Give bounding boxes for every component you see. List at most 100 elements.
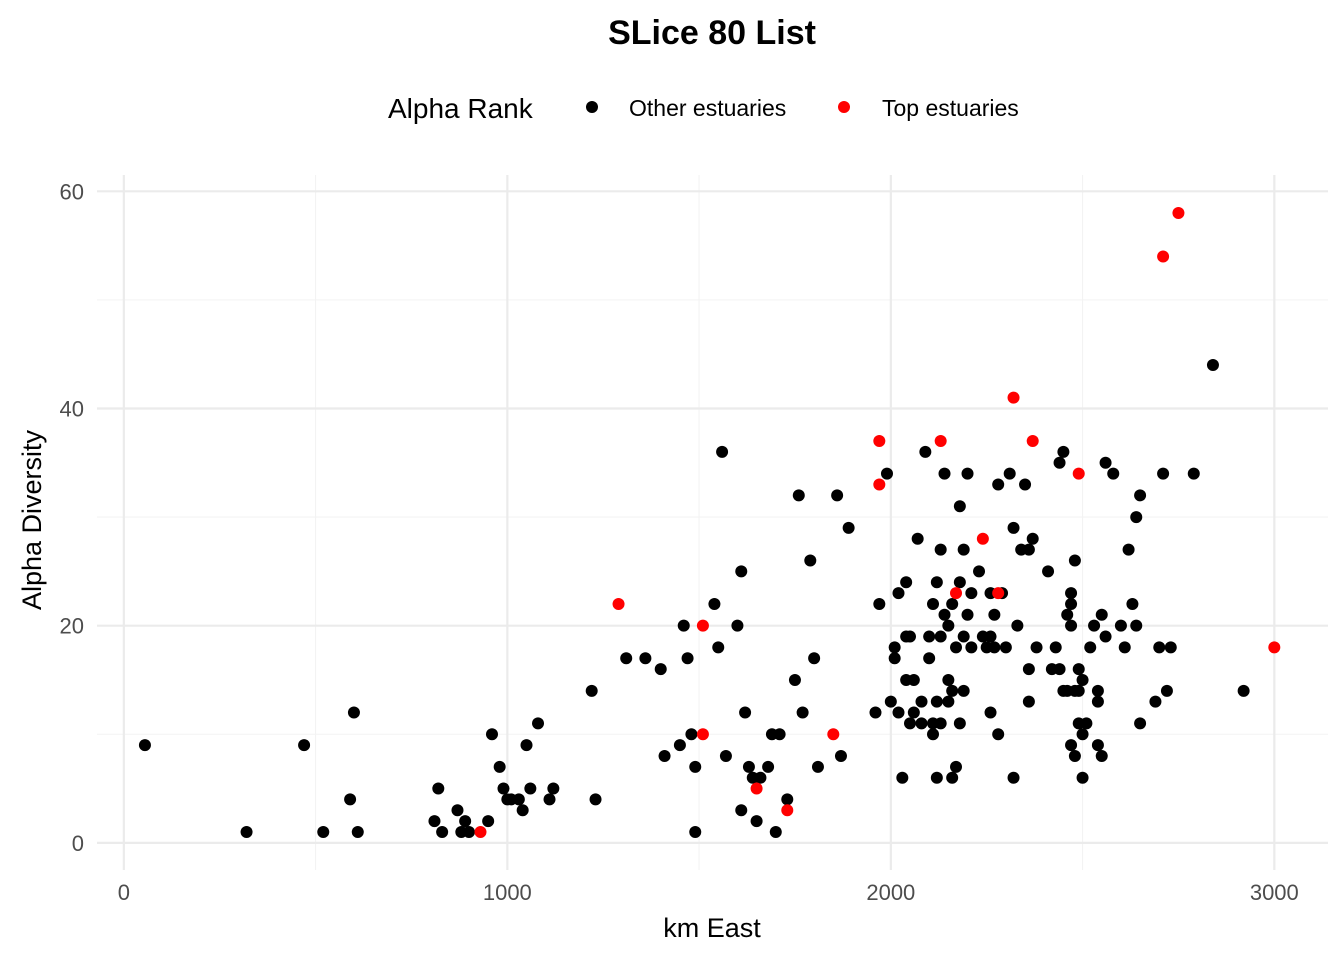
x-axis-ticks: 0 1000 2000 3000 <box>118 880 1299 905</box>
data-point <box>681 652 694 665</box>
data-point <box>915 695 928 708</box>
legend: Alpha Rank Other estuaries Top estuaries <box>388 93 1019 124</box>
data-point <box>1099 630 1112 643</box>
data-point <box>953 500 966 513</box>
data-point <box>880 467 893 480</box>
data-point <box>432 782 445 795</box>
data-point <box>658 749 671 762</box>
data-point <box>654 663 667 676</box>
data-point <box>950 641 963 654</box>
data-point <box>716 445 729 458</box>
data-point <box>927 597 940 610</box>
data-point <box>1026 435 1039 448</box>
data-point <box>946 597 959 610</box>
data-point <box>984 630 997 643</box>
data-point <box>919 445 932 458</box>
data-point <box>1172 207 1185 220</box>
data-point <box>493 760 506 773</box>
series-other-estuaries <box>138 359 1250 838</box>
data-point <box>696 728 709 741</box>
data-point <box>938 608 951 621</box>
data-point <box>1134 489 1147 502</box>
data-point <box>1076 673 1089 686</box>
data-point <box>907 706 920 719</box>
legend-title: Alpha Rank <box>388 93 534 124</box>
y-axis-title: Alpha Diversity <box>17 429 47 610</box>
data-point <box>892 587 905 600</box>
data-point <box>474 825 487 838</box>
data-point <box>1072 467 1085 480</box>
data-point <box>1157 467 1170 480</box>
data-point <box>1118 641 1131 654</box>
data-point <box>547 782 560 795</box>
data-point <box>1095 749 1108 762</box>
data-point <box>957 543 970 556</box>
data-point <box>436 825 449 838</box>
data-point <box>1061 608 1074 621</box>
data-point <box>520 739 533 752</box>
data-point <box>1088 619 1101 632</box>
x-tick-label: 2000 <box>866 880 915 905</box>
data-point <box>696 619 709 632</box>
data-point <box>712 641 725 654</box>
data-point <box>781 804 794 817</box>
data-point <box>804 554 817 567</box>
data-point <box>1130 511 1143 524</box>
data-point <box>524 782 537 795</box>
data-point <box>888 641 901 654</box>
data-point <box>298 739 311 752</box>
data-point <box>685 728 698 741</box>
series-top-estuaries <box>474 207 1281 838</box>
data-point <box>1065 739 1078 752</box>
data-point <box>942 695 955 708</box>
data-point <box>1065 587 1078 600</box>
data-point <box>1076 771 1089 784</box>
data-point <box>973 565 986 578</box>
chart-title: SLice 80 List <box>608 14 816 52</box>
data-point <box>1057 445 1070 458</box>
data-point <box>1091 695 1104 708</box>
data-point <box>892 706 905 719</box>
data-point <box>934 630 947 643</box>
data-point <box>1160 684 1173 697</box>
data-point <box>946 771 959 784</box>
data-point <box>1099 456 1112 469</box>
data-point <box>1007 521 1020 534</box>
data-point <box>961 608 974 621</box>
data-point <box>1007 391 1020 404</box>
data-point <box>138 739 151 752</box>
data-point <box>240 825 253 838</box>
data-point <box>930 576 943 589</box>
data-point <box>907 673 920 686</box>
data-point <box>950 760 963 773</box>
data-point <box>708 597 721 610</box>
data-point <box>689 825 702 838</box>
data-point <box>873 435 886 448</box>
data-point <box>927 728 940 741</box>
data-point <box>930 771 943 784</box>
data-point <box>1134 717 1147 730</box>
data-point <box>1187 467 1200 480</box>
x-tick-label: 1000 <box>483 880 532 905</box>
data-point <box>451 804 464 817</box>
data-point <box>769 825 782 838</box>
data-point <box>842 521 855 534</box>
data-point <box>543 793 556 806</box>
data-point <box>884 695 897 708</box>
data-point <box>1164 641 1177 654</box>
data-point <box>1149 695 1162 708</box>
data-point <box>673 739 686 752</box>
data-point <box>1130 619 1143 632</box>
data-point <box>497 782 510 795</box>
data-point <box>827 728 840 741</box>
data-point <box>953 576 966 589</box>
data-point <box>1042 565 1055 578</box>
data-point <box>482 815 495 828</box>
data-point <box>938 467 951 480</box>
data-point <box>1019 478 1032 491</box>
data-point <box>1053 456 1066 469</box>
data-point <box>1091 684 1104 697</box>
data-point <box>1114 619 1127 632</box>
data-point <box>888 652 901 665</box>
data-point <box>639 652 652 665</box>
